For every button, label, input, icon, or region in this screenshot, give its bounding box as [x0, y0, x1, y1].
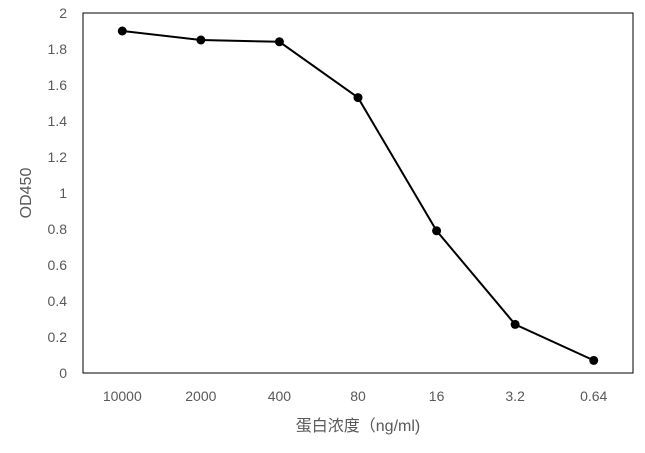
y-tick-label: 0.6	[48, 257, 68, 273]
series-points	[117, 26, 599, 365]
y-tick-label: 1.4	[48, 113, 68, 129]
y-axis-ticks: 0 0.2 0.4 0.6 0.8 1 1.2 1.4 1.6 1.8 2	[48, 5, 68, 381]
plot-area-frame	[82, 12, 634, 374]
x-tick-label: 400	[268, 388, 292, 404]
data-point	[432, 226, 442, 236]
data-point	[196, 35, 206, 45]
data-point	[274, 37, 284, 47]
x-tick-label: 80	[350, 388, 366, 404]
y-tick-label: 0	[59, 365, 67, 381]
y-tick-label: 1.8	[48, 41, 68, 57]
x-tick-label: 16	[429, 388, 445, 404]
data-point	[510, 319, 520, 329]
x-axis-title: 蛋白浓度（ng/ml)	[296, 417, 420, 435]
data-point	[117, 26, 127, 36]
x-axis-ticks: 10000 2000 400 80 16 3.2 0.64	[103, 388, 608, 404]
y-tick-label: 1	[59, 185, 67, 201]
y-tick-label: 1.2	[48, 149, 68, 165]
y-tick-label: 2	[59, 5, 67, 21]
y-tick-label: 0.2	[48, 329, 68, 345]
x-tick-label: 0.64	[580, 388, 607, 404]
series-lines	[122, 30, 595, 362]
x-tick-label: 3.2	[505, 388, 525, 404]
series-line	[122, 30, 595, 362]
x-tick-label: 10000	[103, 388, 142, 404]
x-tick-label: 2000	[185, 388, 216, 404]
y-tick-label: 1.6	[48, 77, 68, 93]
y-tick-label: 0.8	[48, 221, 68, 237]
y-tick-label: 0.4	[48, 293, 68, 309]
data-point	[353, 93, 363, 103]
y-axis-title: OD450	[18, 168, 35, 219]
data-point	[589, 355, 599, 365]
